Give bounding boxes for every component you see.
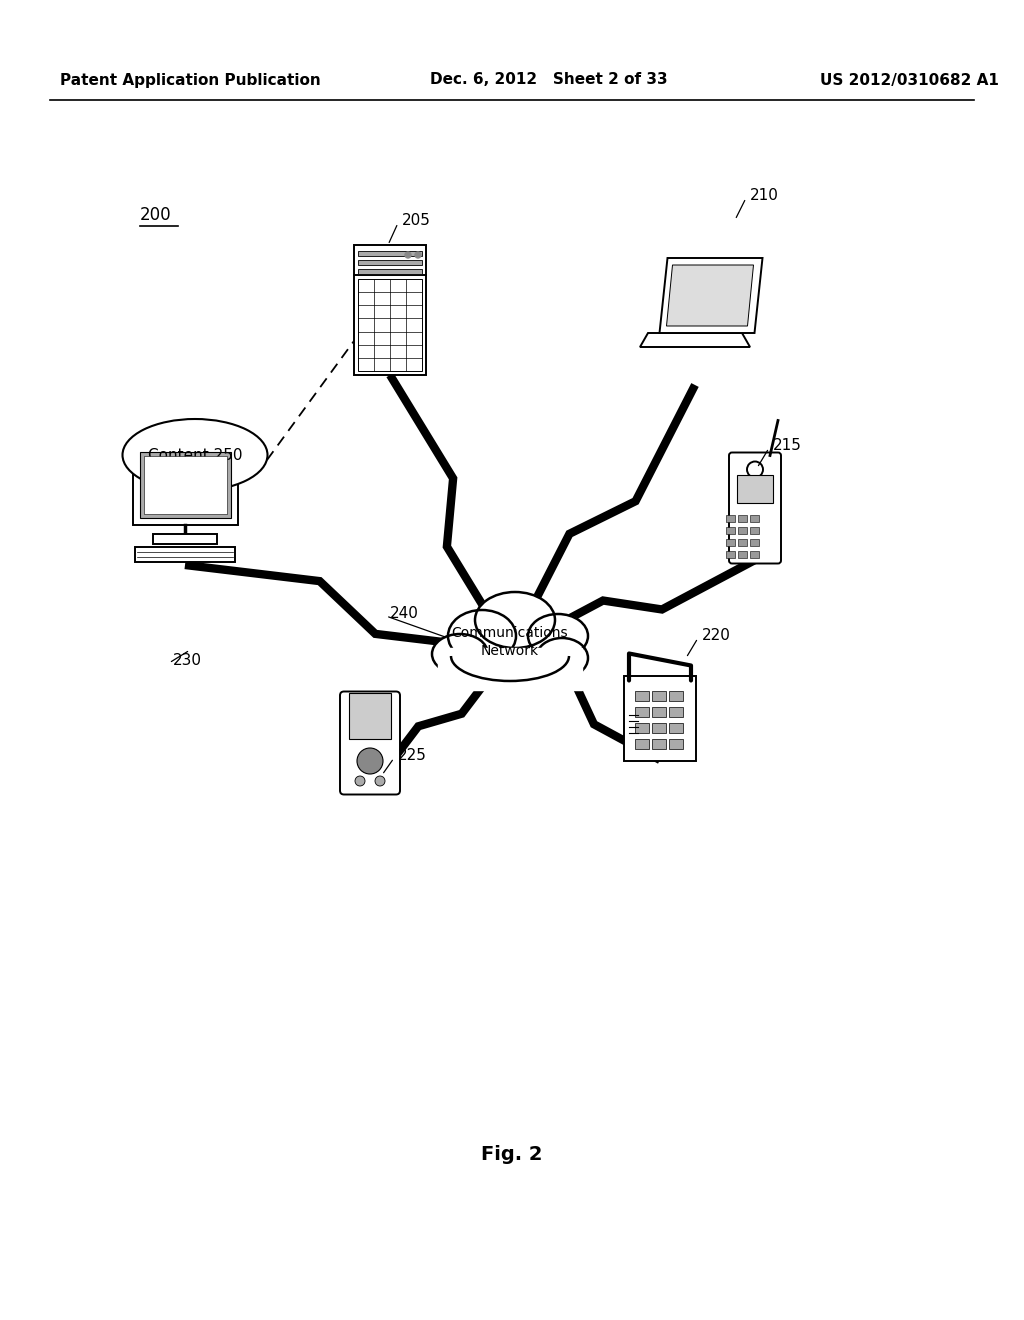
Bar <box>669 739 683 748</box>
Bar <box>135 546 234 562</box>
Bar <box>143 455 226 513</box>
FancyBboxPatch shape <box>729 453 781 564</box>
Text: US 2012/0310682 A1: US 2012/0310682 A1 <box>820 73 998 87</box>
Text: 210: 210 <box>750 187 779 203</box>
Text: 205: 205 <box>402 213 431 228</box>
Text: Patent Application Publication: Patent Application Publication <box>60 73 321 87</box>
Ellipse shape <box>528 614 588 657</box>
Text: 240: 240 <box>390 606 419 620</box>
Text: 215: 215 <box>773 438 802 453</box>
Text: 230: 230 <box>173 653 202 668</box>
Bar <box>635 739 649 748</box>
Bar <box>132 445 238 525</box>
Bar <box>725 527 734 533</box>
Bar <box>750 515 759 521</box>
Bar <box>652 690 666 701</box>
Polygon shape <box>640 333 750 347</box>
Circle shape <box>375 776 385 785</box>
Bar <box>725 550 734 557</box>
Text: Fig. 2: Fig. 2 <box>481 1146 543 1164</box>
Bar <box>139 451 230 517</box>
Circle shape <box>355 776 365 785</box>
FancyBboxPatch shape <box>340 692 400 795</box>
Bar <box>737 475 773 503</box>
Bar <box>737 515 746 521</box>
Bar <box>737 539 746 545</box>
Ellipse shape <box>432 634 488 675</box>
Bar <box>737 550 746 557</box>
Bar <box>669 690 683 701</box>
Bar <box>669 708 683 717</box>
Text: 200: 200 <box>140 206 172 224</box>
Text: Content 250: Content 250 <box>147 447 243 462</box>
Bar <box>669 723 683 733</box>
Bar <box>652 723 666 733</box>
Bar <box>635 708 649 717</box>
Bar <box>349 693 391 739</box>
Bar <box>153 535 217 544</box>
Bar <box>624 676 696 760</box>
Ellipse shape <box>536 638 588 678</box>
Circle shape <box>357 748 383 774</box>
Text: Dec. 6, 2012   Sheet 2 of 33: Dec. 6, 2012 Sheet 2 of 33 <box>430 73 668 87</box>
Bar <box>750 550 759 557</box>
Bar <box>354 246 426 375</box>
Polygon shape <box>667 265 754 326</box>
Bar <box>725 515 734 521</box>
Bar <box>358 279 422 371</box>
Circle shape <box>415 252 421 257</box>
Bar <box>750 527 759 533</box>
Bar <box>438 648 582 690</box>
Bar <box>635 723 649 733</box>
Ellipse shape <box>449 610 516 663</box>
Text: 225: 225 <box>398 748 427 763</box>
Bar <box>358 260 422 265</box>
Text: Communications
Network: Communications Network <box>452 626 568 659</box>
Bar <box>652 739 666 748</box>
Bar <box>358 251 422 256</box>
Bar <box>635 690 649 701</box>
Ellipse shape <box>475 591 555 648</box>
Text: 220: 220 <box>702 628 731 643</box>
Bar <box>358 269 422 275</box>
Bar <box>652 708 666 717</box>
Ellipse shape <box>123 418 267 491</box>
Bar <box>737 527 746 533</box>
Circle shape <box>406 252 411 257</box>
Bar <box>725 539 734 545</box>
Polygon shape <box>659 257 763 333</box>
Bar <box>750 539 759 545</box>
